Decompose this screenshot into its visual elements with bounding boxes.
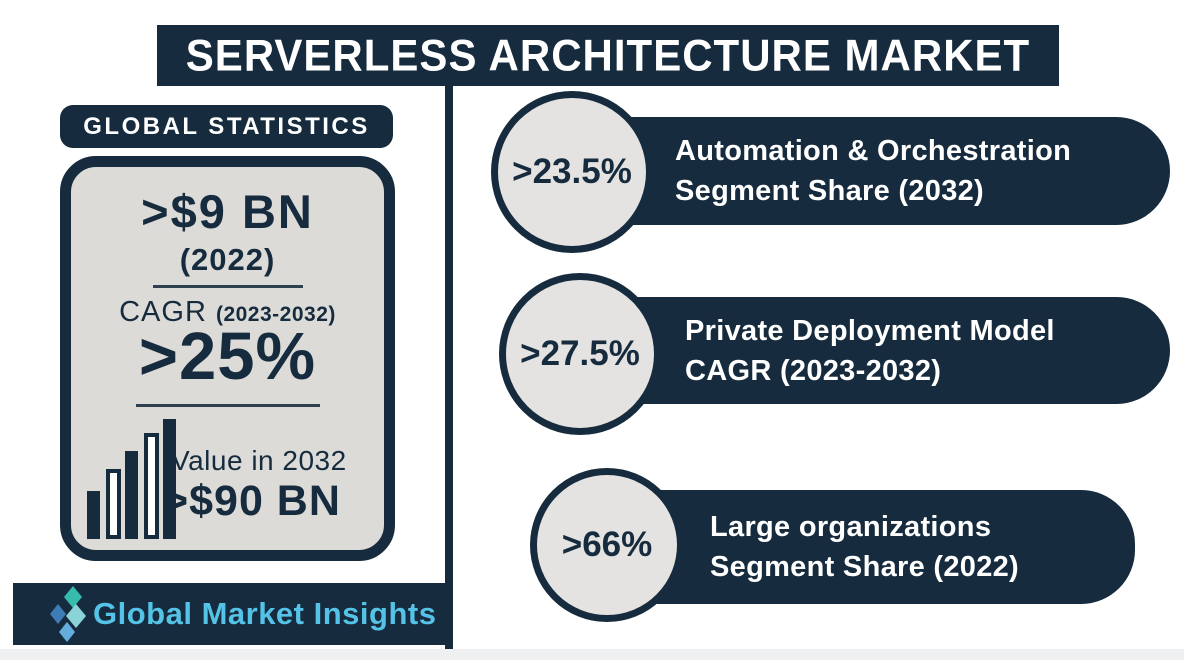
cagr-label-row: CAGR (2023-2032)	[71, 296, 384, 329]
market-value-2022: >$9 BN	[141, 185, 314, 238]
title-banner: SERVERLESS ARCHITECTURE MARKET	[157, 25, 1059, 86]
market-value-year: (2022)	[179, 242, 276, 277]
highlight-text-line1: Private Deployment Model	[685, 314, 1055, 347]
cagr-period: (2023-2032)	[215, 303, 336, 326]
divider-line	[152, 285, 303, 288]
brand-logo-text: Global Market Insights	[93, 596, 437, 631]
cagr-label: CAGR	[119, 296, 216, 328]
highlight-text-line2: Segment Share (2032)	[675, 175, 985, 207]
highlight-circle-large-organizations: >66%	[530, 468, 684, 622]
cagr-value: >25%	[138, 319, 317, 394]
divider-line	[135, 404, 320, 407]
global-statistics-badge: GLOBAL STATISTICS	[60, 105, 393, 148]
highlight-pill-private-deployment: Private Deployment Model CAGR (2023-2032…	[578, 297, 1170, 404]
highlight-percent: >23.5%	[512, 152, 632, 191]
forecast-value: >$90 BN	[163, 477, 341, 525]
highlight-text-line1: Automation & Orchestration	[675, 135, 1072, 167]
global-statistics-label: GLOBAL STATISTICS	[83, 112, 370, 140]
bar-chart-icon	[87, 419, 176, 539]
highlight-text-line2: CAGR (2023-2032)	[685, 354, 942, 387]
bottom-edge-strip	[0, 649, 1184, 660]
stats-card: >$9 BN (2022) CAGR (2023-2032) >25% Valu…	[60, 156, 395, 561]
highlight-pill-large-organizations: Large organizations Segment Share (2022)	[605, 490, 1135, 604]
forecast-label: Value in 2032	[171, 445, 347, 476]
page-title: SERVERLESS ARCHITECTURE MARKET	[185, 30, 1031, 80]
highlight-circle-private-deployment: >27.5%	[499, 273, 661, 435]
highlight-percent: >66%	[561, 525, 653, 564]
highlight-text-line1: Large organizations	[710, 511, 992, 543]
gmi-diamonds-icon	[50, 586, 86, 642]
vertical-divider	[445, 85, 453, 660]
highlight-circle-automation: >23.5%	[491, 91, 653, 253]
brand-logo-bar: Global Market Insights	[13, 583, 449, 645]
highlight-text-line2: Segment Share (2022)	[710, 551, 1020, 583]
highlight-pill-automation: Automation & Orchestration Segment Share…	[570, 117, 1170, 225]
highlight-percent: >27.5%	[520, 334, 640, 373]
